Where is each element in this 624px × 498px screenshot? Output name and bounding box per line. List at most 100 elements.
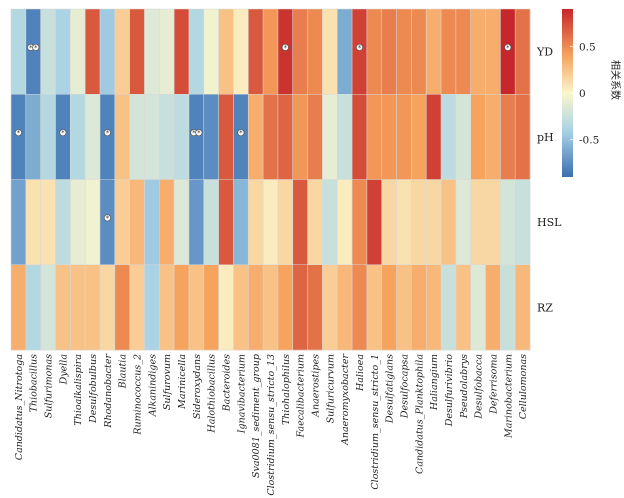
heatmap-cell — [426, 94, 442, 180]
heatmap-cell — [411, 9, 427, 95]
heatmap-cell — [352, 264, 368, 351]
heatmap-cell — [99, 179, 116, 266]
heatmap-cell — [233, 264, 249, 351]
heatmap-cell — [366, 179, 383, 266]
heatmap-cell — [411, 94, 427, 180]
heatmap-cell — [233, 179, 249, 266]
heatmap-cell — [55, 9, 71, 95]
heatmap-cell — [188, 179, 205, 266]
significance-marker: * — [103, 129, 111, 137]
column-label: Bacteroides — [222, 354, 233, 412]
heatmap-cell — [366, 9, 383, 95]
heatmap-cell — [441, 9, 457, 95]
column-label: Rhodanobacter — [103, 353, 114, 429]
heatmap-cell — [159, 94, 175, 180]
heatmap-cell — [248, 9, 264, 95]
heatmap-cell — [248, 264, 264, 351]
heatmap-cell — [174, 179, 190, 266]
heatmap-cell — [396, 179, 412, 266]
heatmap-cell — [500, 179, 516, 266]
heatmap-cell — [70, 179, 86, 266]
heatmap-cell — [25, 179, 41, 266]
column-label: Thiobacillus — [29, 354, 40, 413]
heatmap-cell — [25, 264, 41, 351]
heatmap-cell — [114, 9, 130, 95]
colorbar-gradient — [562, 9, 573, 177]
heatmap-cell — [470, 9, 486, 95]
column-label: Sulfurovum — [162, 354, 173, 410]
column-label: Pseudolabrys — [459, 354, 470, 419]
column-label: Candidatus_Nitrotoga — [14, 354, 25, 461]
row-labels: YD pH HSL RZ — [536, 46, 562, 315]
colorbar: 0.5 0 -0.5 相关系数 — [562, 9, 622, 177]
heatmap-cell — [11, 264, 27, 351]
heatmap-cell — [99, 9, 116, 95]
significance-marker: * — [237, 129, 245, 137]
heatmap-cell — [441, 94, 457, 180]
column-label: Candidatus_Planktophila — [414, 354, 425, 474]
heatmap-cell — [263, 9, 279, 95]
heatmap-cell — [337, 94, 353, 180]
column-label: Thiohalophilus — [281, 354, 292, 425]
heatmap-cell — [515, 179, 531, 266]
significance-asterisk: * — [192, 129, 196, 137]
heatmap-cell — [159, 179, 175, 266]
column-label: Marinicella — [177, 354, 188, 410]
column-labels: Candidatus_Nitrotoga Thiobacillus Sulfurim… — [14, 353, 529, 496]
heatmap-cell — [352, 179, 368, 266]
heatmap-cell — [40, 264, 56, 351]
column-label: Thioalkalispira — [73, 354, 84, 426]
heatmap-cell — [203, 179, 219, 266]
significance-asterisk: * — [106, 129, 110, 137]
column-label: Desulfurivibrio — [444, 354, 455, 428]
heatmap-cell — [188, 94, 205, 180]
heatmap-cell — [322, 264, 338, 351]
heatmap-cell — [114, 264, 130, 351]
column-label: Desulfobacca — [474, 354, 485, 420]
heatmap-cells — [11, 9, 531, 351]
heatmap-cell — [263, 94, 279, 180]
column-label: Faecalibacterium — [296, 354, 307, 439]
heatmap-cell — [500, 264, 516, 351]
significance-asterisk: * — [17, 129, 21, 137]
heatmap-cell — [174, 94, 190, 180]
heatmap-cell — [25, 94, 41, 180]
heatmap-cell — [277, 94, 294, 180]
heatmap-cell — [381, 264, 397, 351]
colorbar-tick-label: 0.5 — [579, 41, 596, 53]
heatmap-cell — [277, 179, 294, 266]
heatmap-cell — [366, 264, 383, 351]
heatmap-cell — [144, 9, 160, 95]
row-label: RZ — [537, 301, 553, 314]
heatmap-cell — [85, 264, 101, 351]
heatmap-cell — [470, 179, 486, 266]
heatmap-cell — [411, 179, 427, 266]
significance-marker: * — [504, 43, 512, 52]
row-label: YD — [536, 46, 553, 59]
column-label: Sva0081_sediment_group — [251, 354, 262, 478]
heatmap-cell — [233, 9, 249, 95]
heatmap-grid — [10, 8, 531, 351]
column-label: Clostridium_sensu_stricto_13 — [266, 354, 277, 496]
heatmap-cell — [99, 264, 116, 351]
column-label: Desulfatiglans — [385, 354, 396, 424]
heatmap-cell — [396, 9, 412, 95]
heatmap-cell — [203, 9, 219, 95]
heatmap-cell — [263, 264, 279, 351]
heatmap-cell — [307, 264, 323, 351]
heatmap-cell — [455, 9, 471, 95]
heatmap-cell — [174, 9, 190, 95]
heatmap-cell — [485, 264, 501, 351]
significance-asterisk: * — [29, 44, 33, 52]
column-label: Anaeromyxobacter — [340, 353, 351, 446]
heatmap-cell — [515, 94, 531, 180]
heatmap-cell — [455, 179, 471, 266]
heatmap-cell — [144, 94, 160, 180]
heatmap-cell — [352, 94, 368, 180]
column-label: Haliangium — [429, 354, 440, 411]
significance-asterisk: * — [106, 214, 110, 222]
heatmap-cell — [129, 9, 145, 95]
heatmap-cell — [40, 94, 56, 180]
heatmap-cell — [203, 94, 219, 180]
